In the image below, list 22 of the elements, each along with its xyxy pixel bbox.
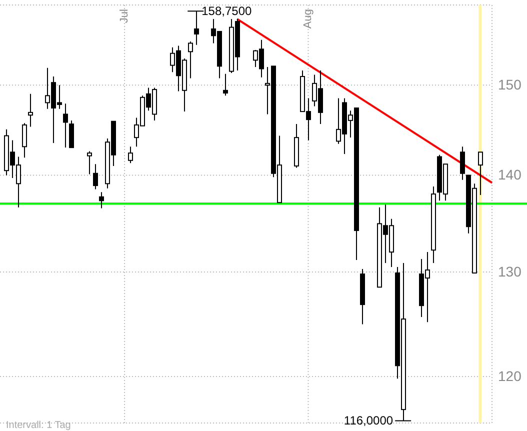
annotation: 116,0000	[344, 414, 394, 428]
candlestick	[69, 120, 74, 148]
annotation: Intervall: 1 Tag	[6, 420, 71, 431]
candlestick	[460, 146, 465, 180]
candlestick	[99, 192, 104, 209]
x-tick-label: Aug	[302, 9, 314, 29]
candlestick	[93, 164, 98, 190]
candlestick	[22, 122, 27, 158]
candlestick	[194, 10, 199, 46]
y-tick-label: 120	[498, 368, 522, 384]
candlestick	[28, 93, 33, 128]
candlestick	[188, 41, 193, 79]
annotation: 158,7500	[202, 4, 252, 18]
x-tick-label: Jul	[118, 9, 130, 24]
candlestick	[128, 146, 133, 164]
candlestick	[63, 103, 68, 148]
y-tick-label: 150	[498, 76, 522, 93]
candlestick	[478, 152, 483, 196]
y-tick-label: 140	[498, 166, 522, 183]
candlestick	[87, 150, 92, 175]
y-tick-label: 130	[498, 263, 522, 280]
candlestick	[223, 73, 228, 96]
